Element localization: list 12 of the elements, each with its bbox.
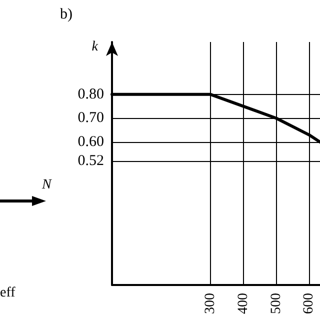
y-tick-label: 0.60 [78, 134, 104, 150]
x-tick-label: 300 [203, 293, 218, 314]
y-axis-title: k [92, 40, 99, 54]
x-tick-label: 400 [236, 293, 251, 314]
x-tick-label: 600 [302, 293, 317, 314]
text: N [41, 178, 52, 192]
y-tick-label: 0.70 [78, 110, 104, 126]
x-tick-label: 500 [268, 293, 284, 314]
y-tick-label: 0.52 [78, 153, 104, 170]
y-tick-label: 0.80 [78, 86, 104, 102]
text: eff [0, 286, 16, 300]
chart-title: b) [60, 6, 72, 22]
